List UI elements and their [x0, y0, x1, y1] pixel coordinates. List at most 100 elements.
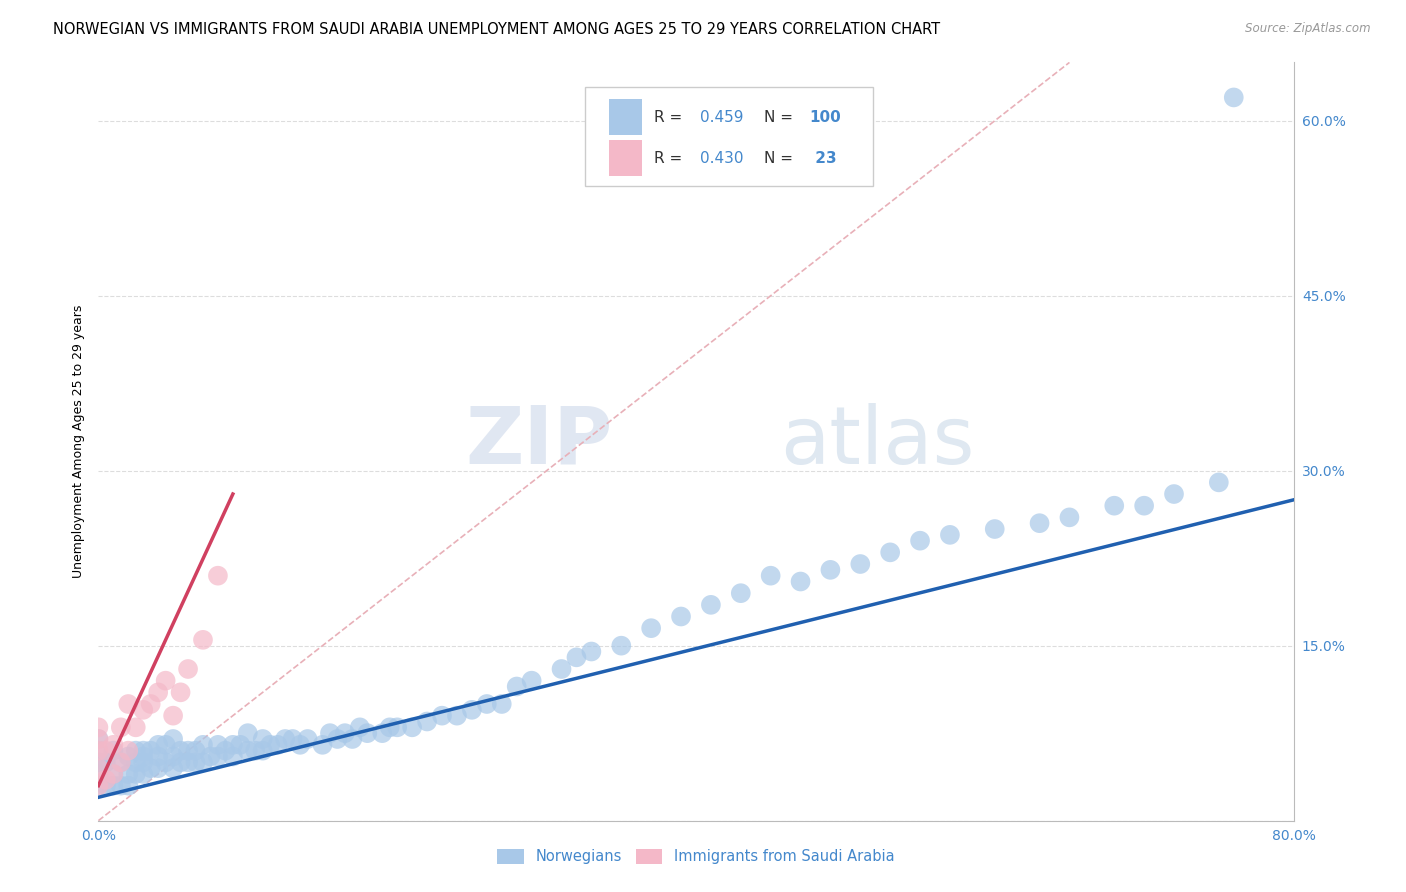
Point [191, 756, 214, 770]
Text: 0.430: 0.430 [700, 151, 742, 166]
Point [148, 685, 170, 699]
FancyBboxPatch shape [609, 140, 643, 177]
Point [125, 744, 148, 758]
Point [87, 731, 110, 746]
Point [565, 650, 588, 665]
Point [87, 744, 110, 758]
Point [984, 522, 1007, 536]
Point [789, 574, 811, 589]
Point [155, 673, 177, 688]
Point [103, 738, 125, 752]
Point [162, 708, 184, 723]
Point [132, 703, 155, 717]
Y-axis label: Unemployment Among Ages 25 to 29 years: Unemployment Among Ages 25 to 29 years [72, 305, 84, 578]
Point [162, 761, 184, 775]
Text: ZIP: ZIP [465, 402, 613, 481]
Point [94, 756, 117, 770]
Point [669, 609, 692, 624]
Text: Source: ZipAtlas.com: Source: ZipAtlas.com [1246, 22, 1371, 36]
Point [259, 738, 281, 752]
Point [132, 749, 155, 764]
Point [297, 731, 319, 746]
Text: atlas: atlas [779, 402, 974, 481]
Point [155, 756, 177, 770]
Point [610, 639, 633, 653]
Point [177, 662, 200, 676]
Point [132, 744, 155, 758]
Point [349, 720, 371, 734]
Point [229, 738, 252, 752]
Point [169, 744, 191, 758]
Point [132, 756, 155, 770]
Point [1163, 487, 1185, 501]
Point [191, 738, 214, 752]
Point [177, 756, 200, 770]
Point [461, 703, 484, 717]
Point [184, 744, 207, 758]
Point [148, 738, 170, 752]
Point [87, 779, 110, 793]
Point [222, 749, 245, 764]
Point [908, 533, 931, 548]
Point [274, 731, 297, 746]
Point [103, 767, 125, 781]
Point [939, 528, 962, 542]
Point [87, 756, 110, 770]
Point [446, 708, 468, 723]
Text: 0.459: 0.459 [700, 110, 742, 125]
Point [169, 756, 191, 770]
Text: N =: N = [763, 110, 793, 125]
Point [267, 738, 290, 752]
Point [252, 731, 274, 746]
Point [117, 779, 139, 793]
Point [581, 644, 603, 658]
Point [1028, 516, 1050, 531]
Text: NORWEGIAN VS IMMIGRANTS FROM SAUDI ARABIA UNEMPLOYMENT AMONG AGES 25 TO 29 YEARS: NORWEGIAN VS IMMIGRANTS FROM SAUDI ARABI… [53, 22, 941, 37]
Point [700, 598, 723, 612]
Point [416, 714, 439, 729]
Text: N =: N = [763, 151, 793, 166]
Text: R =: R = [654, 151, 688, 166]
Point [491, 697, 513, 711]
Point [214, 744, 236, 758]
Point [162, 749, 184, 764]
Point [236, 726, 259, 740]
Point [162, 731, 184, 746]
Point [103, 767, 125, 781]
Point [378, 720, 401, 734]
Point [94, 779, 117, 793]
Point [132, 767, 155, 781]
Point [879, 545, 901, 559]
Point [125, 720, 148, 734]
Point [730, 586, 752, 600]
Point [550, 662, 572, 676]
Point [1208, 475, 1230, 490]
Point [125, 767, 148, 781]
Point [169, 685, 191, 699]
Point [103, 779, 125, 793]
Point [148, 761, 170, 775]
Point [200, 749, 222, 764]
Point [87, 767, 110, 781]
Text: 100: 100 [810, 110, 841, 125]
Point [401, 720, 423, 734]
Point [177, 744, 200, 758]
Point [139, 761, 162, 775]
Point [87, 744, 110, 758]
Point [139, 744, 162, 758]
Point [342, 731, 364, 746]
FancyBboxPatch shape [609, 99, 643, 136]
Point [506, 680, 529, 694]
Point [207, 749, 229, 764]
Point [385, 720, 409, 734]
Point [326, 731, 349, 746]
Point [117, 744, 139, 758]
FancyBboxPatch shape [585, 87, 873, 186]
Point [281, 731, 304, 746]
Point [117, 767, 139, 781]
Point [125, 756, 148, 770]
Legend: Norwegians, Immigrants from Saudi Arabia: Norwegians, Immigrants from Saudi Arabia [492, 843, 900, 871]
Point [252, 744, 274, 758]
Point [236, 744, 259, 758]
Point [207, 568, 229, 582]
